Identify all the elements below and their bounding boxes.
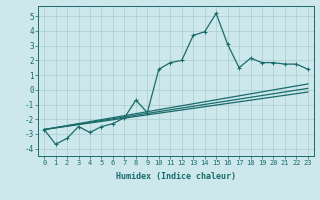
X-axis label: Humidex (Indice chaleur): Humidex (Indice chaleur) <box>116 172 236 181</box>
